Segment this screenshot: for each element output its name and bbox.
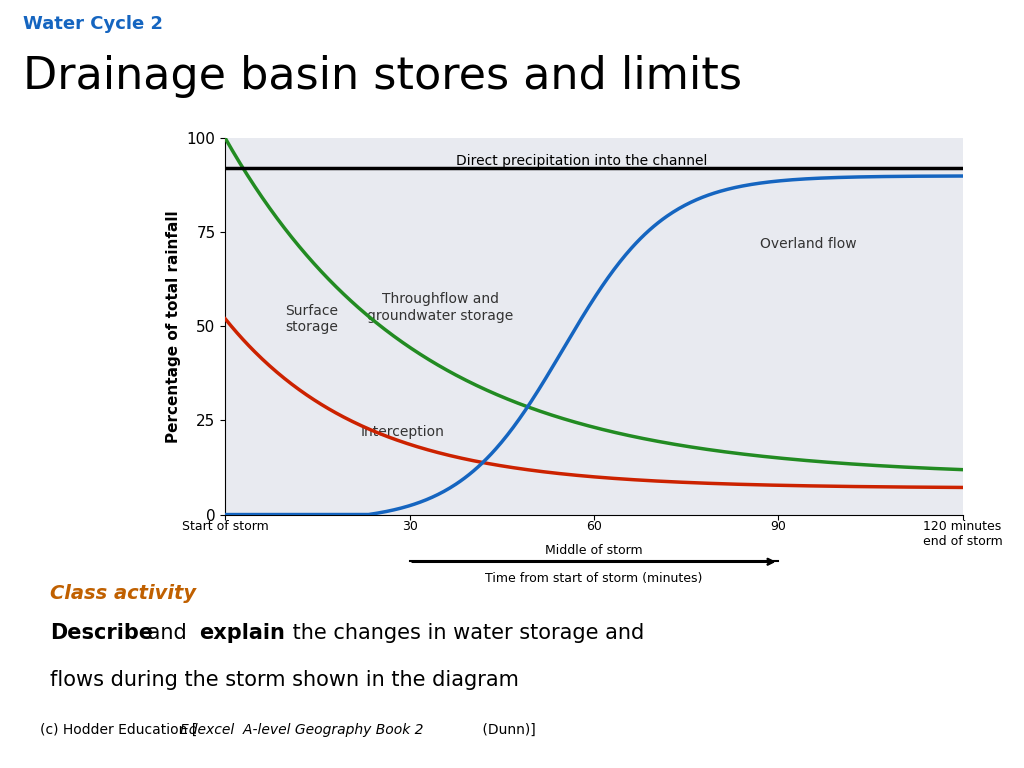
Y-axis label: Percentage of total rainfall: Percentage of total rainfall xyxy=(166,210,181,442)
Text: and: and xyxy=(141,623,194,643)
Text: (c) Hodder Education [: (c) Hodder Education [ xyxy=(40,723,198,737)
Text: the changes in water storage and: the changes in water storage and xyxy=(286,623,644,643)
Text: Describe: Describe xyxy=(50,623,154,643)
Text: Start of storm: Start of storm xyxy=(182,519,268,532)
Text: Edexcel  A-level Geography Book 2: Edexcel A-level Geography Book 2 xyxy=(180,723,423,737)
Text: 30: 30 xyxy=(401,519,418,532)
Text: 120 minutes
end of storm: 120 minutes end of storm xyxy=(923,519,1002,548)
Text: Class activity: Class activity xyxy=(50,584,197,603)
Text: (Dunn)]: (Dunn)] xyxy=(478,723,536,737)
Text: Throughflow and
groundwater storage: Throughflow and groundwater storage xyxy=(368,293,513,323)
Text: Direct precipitation into the channel: Direct precipitation into the channel xyxy=(456,154,708,168)
Text: Surface
storage: Surface storage xyxy=(285,304,338,334)
Text: flows during the storm shown in the diagram: flows during the storm shown in the diag… xyxy=(50,670,519,690)
Text: Time from start of storm (minutes): Time from start of storm (minutes) xyxy=(485,572,702,585)
Text: explain: explain xyxy=(199,623,285,643)
Text: 90: 90 xyxy=(770,519,786,532)
Text: Water Cycle 2: Water Cycle 2 xyxy=(23,15,163,33)
Text: Interception: Interception xyxy=(360,425,444,439)
Text: 60: 60 xyxy=(586,519,602,532)
Text: Middle of storm: Middle of storm xyxy=(545,544,643,557)
Text: Drainage basin stores and limits: Drainage basin stores and limits xyxy=(23,55,742,98)
Text: Overland flow: Overland flow xyxy=(760,237,856,250)
